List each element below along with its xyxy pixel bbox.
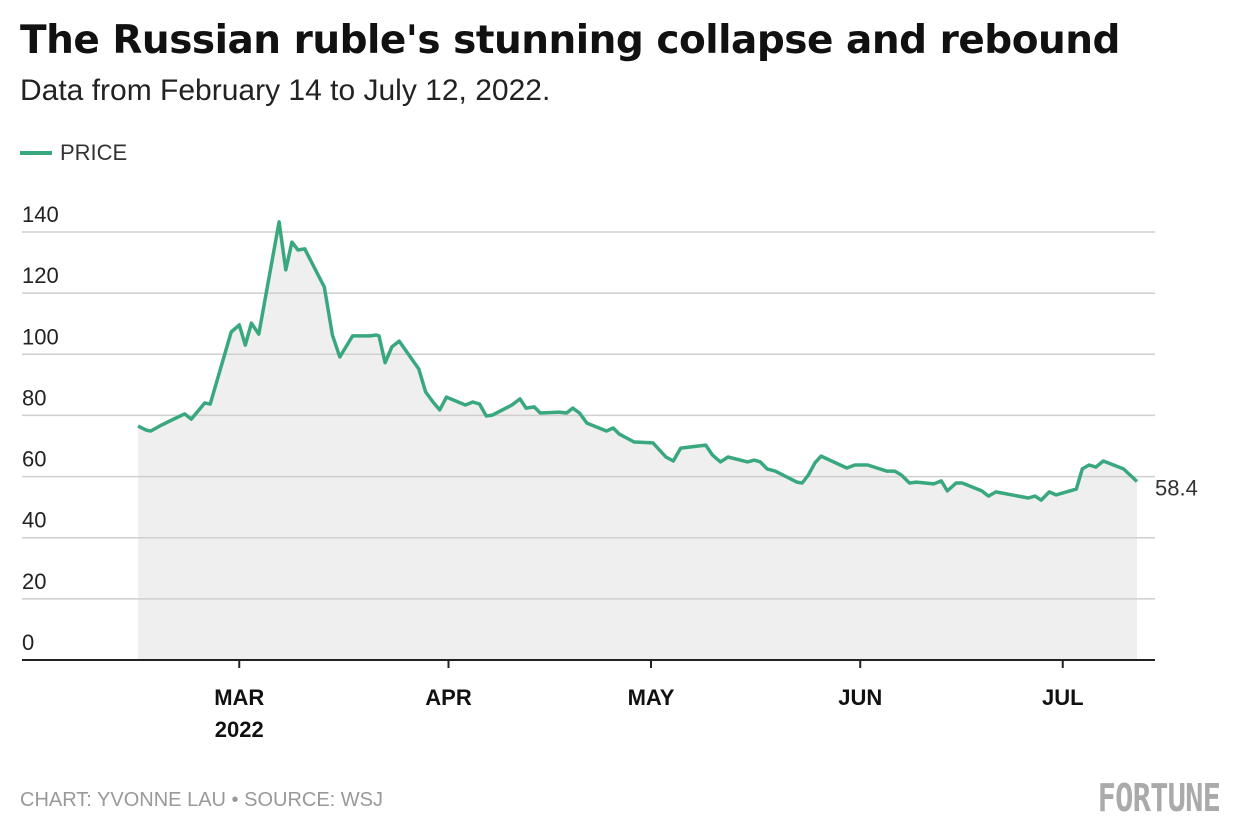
area-fill bbox=[138, 221, 1137, 660]
legend-label: PRICE bbox=[60, 140, 128, 165]
y-tick-label: 100 bbox=[22, 324, 59, 349]
legend-swatch bbox=[20, 151, 52, 155]
chart-title: The Russian ruble's stunning collapse an… bbox=[20, 18, 1120, 63]
y-tick-label: 60 bbox=[22, 447, 46, 472]
y-tick-label: 120 bbox=[22, 263, 59, 288]
y-tick-label: 20 bbox=[22, 569, 46, 594]
x-tick-label: APR bbox=[425, 685, 472, 710]
x-tick-label: JUL bbox=[1042, 685, 1084, 710]
y-tick-label: 0 bbox=[22, 630, 34, 655]
y-tick-label: 40 bbox=[22, 508, 46, 533]
end-value-label: 58.4 bbox=[1155, 475, 1198, 500]
chart-subtitle: Data from February 14 to July 12, 2022. bbox=[20, 74, 551, 107]
footer-credit: CHART: YVONNE LAU • SOURCE: WSJ bbox=[20, 789, 383, 811]
price-line bbox=[137, 220, 1139, 502]
x-tick-sublabel: 2022 bbox=[215, 717, 264, 742]
x-tick-label: MAR bbox=[214, 685, 264, 710]
fortune-logo: FORTUNE bbox=[1097, 776, 1220, 820]
y-tick-label: 140 bbox=[22, 202, 59, 227]
x-tick-label: MAY bbox=[628, 685, 675, 710]
legend: PRICE bbox=[20, 140, 127, 166]
x-tick-label: JUN bbox=[838, 685, 882, 710]
y-tick-label: 80 bbox=[22, 385, 46, 410]
